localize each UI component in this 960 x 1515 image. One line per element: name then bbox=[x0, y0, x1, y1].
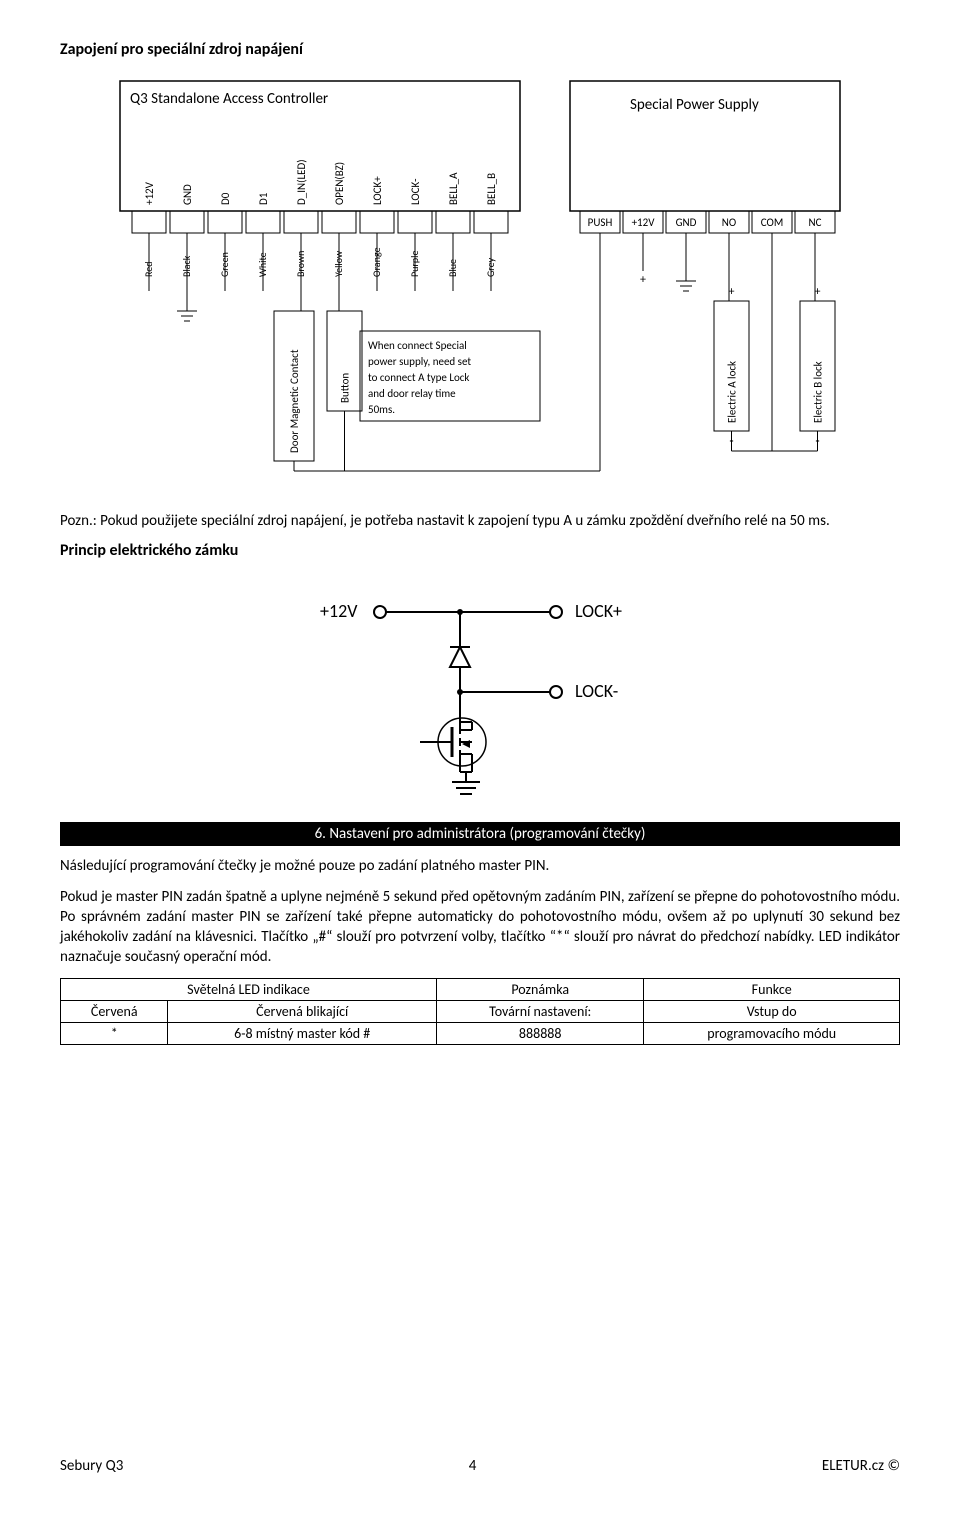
svg-text:D0: D0 bbox=[219, 192, 232, 205]
paragraph-1: Následující programování čtečky je možné… bbox=[60, 856, 900, 876]
footer-right: ELETUR.cz © bbox=[822, 1457, 900, 1475]
svg-text:to connect A type Lock: to connect A type Lock bbox=[368, 371, 469, 384]
led-indication-table: Světelná LED indikace Poznámka Funkce Če… bbox=[60, 978, 900, 1045]
svg-text:Electric A lock: Electric A lock bbox=[726, 361, 739, 423]
page-footer: Sebury Q3 4 ELETUR.cz © bbox=[60, 1457, 900, 1475]
wiring-diagram: Q3 Standalone Access Controller+12VRedGN… bbox=[60, 71, 900, 491]
table-cell: Tovární nastavení: bbox=[437, 1000, 644, 1022]
table-cell: programovacího módu bbox=[644, 1022, 900, 1044]
svg-text:+12V: +12V bbox=[632, 216, 656, 229]
heading-special-power: Zapojení pro speciální zdroj napájení bbox=[60, 40, 900, 59]
svg-text:When connect Special: When connect Special bbox=[368, 339, 467, 352]
paragraph-2: Pokud je master PIN zadán špatně a uplyn… bbox=[60, 887, 900, 968]
note-paragraph: Pozn.: Pokud použijete speciální zdroj n… bbox=[60, 511, 900, 531]
lock-circuit-diagram: +12V LOCK+ LOCK- bbox=[60, 572, 900, 802]
svg-text:Door Magnetic Contact: Door Magnetic Contact bbox=[288, 349, 301, 453]
svg-text:D1: D1 bbox=[257, 192, 270, 205]
svg-text:Button: Button bbox=[339, 373, 352, 403]
heading-lock-principle: Princip elektrického zámku bbox=[60, 541, 900, 560]
svg-text:LOCK+: LOCK+ bbox=[575, 600, 622, 622]
svg-text:BELL_A: BELL_A bbox=[447, 172, 460, 205]
svg-text:+12V: +12V bbox=[320, 600, 358, 622]
table-cell: * bbox=[61, 1022, 168, 1044]
table-header-note: Poznámka bbox=[437, 978, 644, 1000]
svg-text:+: + bbox=[640, 273, 646, 287]
svg-text:LOCK-: LOCK- bbox=[409, 179, 422, 205]
svg-text:50ms.: 50ms. bbox=[368, 403, 395, 416]
table-header-func: Funkce bbox=[644, 978, 900, 1000]
footer-left: Sebury Q3 bbox=[60, 1457, 123, 1475]
svg-text:+12V: +12V bbox=[143, 181, 156, 205]
svg-text:COM: COM bbox=[761, 216, 783, 229]
svg-text:GND: GND bbox=[676, 216, 697, 229]
footer-center: 4 bbox=[469, 1457, 477, 1475]
svg-text:PUSH: PUSH bbox=[588, 216, 613, 229]
svg-text:Special Power Supply: Special Power Supply bbox=[630, 96, 759, 114]
svg-text:BELL_B: BELL_B bbox=[485, 173, 498, 205]
table-cell: Vstup do bbox=[644, 1000, 900, 1022]
svg-text:OPEN(BZ): OPEN(BZ) bbox=[333, 162, 346, 205]
svg-text:LOCK-: LOCK- bbox=[575, 680, 618, 702]
svg-text:D_IN(LED): D_IN(LED) bbox=[295, 159, 308, 205]
table-header-led: Světelná LED indikace bbox=[61, 978, 437, 1000]
section-header-bar: 6. Nastavení pro administrátora (program… bbox=[60, 822, 900, 846]
table-cell: Červená blikající bbox=[168, 1000, 437, 1022]
table-cell: 6-8 místný master kód # bbox=[168, 1022, 437, 1044]
svg-text:and door relay time: and door relay time bbox=[368, 387, 456, 400]
svg-text:LOCK+: LOCK+ bbox=[371, 176, 384, 205]
svg-text:Electric B lock: Electric B lock bbox=[812, 361, 825, 423]
table-cell: 888888 bbox=[437, 1022, 644, 1044]
svg-text:power supply, need set: power supply, need set bbox=[368, 355, 471, 368]
svg-text:NC: NC bbox=[809, 216, 822, 229]
svg-text:NO: NO bbox=[722, 216, 736, 229]
table-cell: Červená bbox=[61, 1000, 168, 1022]
svg-text:Q3 Standalone Access Controlle: Q3 Standalone Access Controller bbox=[130, 90, 328, 108]
svg-text:GND: GND bbox=[181, 184, 194, 205]
